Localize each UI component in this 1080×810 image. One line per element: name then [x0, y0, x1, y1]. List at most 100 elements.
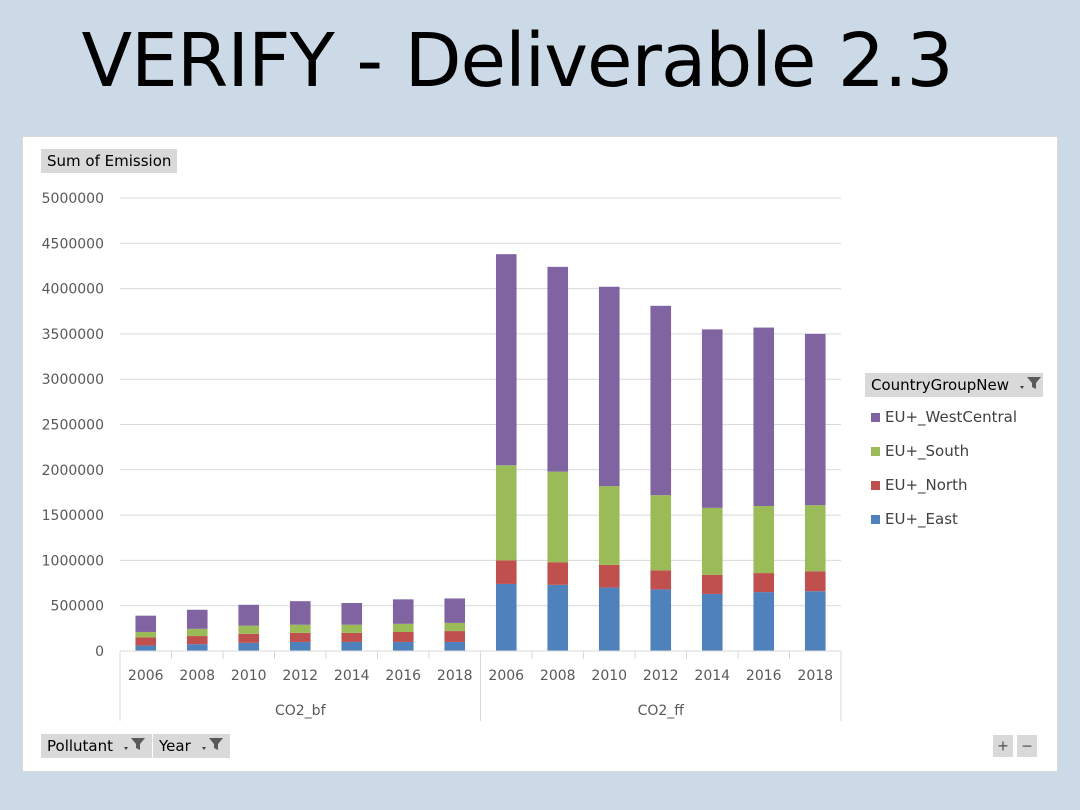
expand-field-button[interactable]: +: [993, 735, 1013, 757]
x-tick-label: 2008: [540, 668, 576, 684]
bar-eu-westcentral: [547, 266, 569, 472]
year-field-label: Year: [159, 737, 191, 755]
bar-eu-south: [289, 624, 311, 633]
bar-eu-westcentral: [392, 599, 414, 624]
bar-eu-north: [289, 632, 311, 642]
chart-plot: 5000000450000040000003500000300000025000…: [42, 191, 842, 721]
bar-eu-south: [135, 631, 157, 638]
bar-eu-westcentral: [495, 254, 517, 466]
bar-eu-westcentral: [650, 305, 672, 496]
bar-eu-north: [186, 636, 208, 645]
bar-eu-east: [289, 641, 311, 651]
x-tick-label: 2014: [334, 668, 370, 684]
y-tick-label: 1500000: [42, 508, 104, 524]
x-tick-label: 2012: [643, 668, 679, 684]
legend-swatch: [871, 481, 880, 490]
y-tick-label: 2000000: [42, 463, 104, 479]
bar-eu-westcentral: [186, 609, 208, 629]
x-tick-label: 2006: [128, 668, 164, 684]
bar-eu-south: [341, 624, 363, 633]
legend-item: EU+_South: [871, 441, 969, 461]
bar-eu-north: [753, 573, 775, 593]
collapse-field-button[interactable]: −: [1017, 735, 1037, 757]
bar-eu-south: [753, 506, 775, 574]
bar-eu-westcentral: [135, 615, 157, 632]
bar-eu-east: [392, 641, 414, 651]
bar-eu-north: [135, 637, 157, 646]
group-label: CO2_bf: [275, 703, 327, 719]
bar-eu-westcentral: [444, 598, 466, 623]
legend-item: EU+_East: [871, 509, 958, 529]
bar-eu-westcentral: [341, 602, 363, 625]
bar-eu-east: [753, 592, 775, 651]
bar-eu-north: [392, 631, 414, 642]
bar-eu-east: [238, 642, 260, 651]
bar-eu-north: [650, 570, 672, 590]
pollutant-field-button[interactable]: Pollutant: [41, 734, 152, 758]
bar-eu-south: [238, 625, 260, 634]
x-tick-label: 2018: [797, 668, 833, 684]
filter-icon[interactable]: [1018, 374, 1042, 398]
bar-eu-north: [547, 562, 569, 585]
bar-eu-westcentral: [289, 601, 311, 625]
x-tick-label: 2012: [282, 668, 318, 684]
pivot-chart-panel[interactable]: Sum of Emission 5000000 4500000 4000000 350…: [22, 136, 1058, 772]
y-tick-label: 500000: [51, 599, 104, 615]
legend-swatch: [871, 515, 880, 524]
legend-label: EU+_WestCentral: [885, 408, 1018, 426]
bar-eu-south: [186, 628, 208, 637]
bar-eu-east: [701, 593, 723, 651]
bar-eu-westcentral: [598, 286, 620, 487]
bar-eu-east: [547, 584, 569, 651]
year-field-button[interactable]: Year: [153, 734, 230, 758]
x-tick-label: 2006: [488, 668, 524, 684]
bar-eu-westcentral: [238, 604, 260, 626]
x-tick-label: 2008: [179, 668, 215, 684]
value-field-button[interactable]: Sum of Emission: [41, 149, 178, 173]
x-tick-label: 2014: [694, 668, 730, 684]
bar-eu-north: [238, 633, 260, 643]
legend-item: EU+_WestCentral: [871, 407, 1017, 427]
y-tick-label: 4500000: [42, 236, 104, 252]
bar-eu-south: [444, 622, 466, 632]
bar-eu-south: [804, 505, 826, 572]
y-tick-label: 3500000: [42, 327, 104, 343]
legend-field-label: CountryGroupNew: [871, 376, 1009, 394]
legend-label: EU+_North: [885, 476, 968, 494]
bar-eu-east: [650, 589, 672, 651]
bar-eu-north: [444, 631, 466, 642]
bar-eu-south: [547, 471, 569, 563]
filter-icon[interactable]: [200, 735, 224, 759]
bar-eu-east: [135, 645, 157, 651]
x-tick-label: 2010: [591, 668, 627, 684]
bar-eu-east: [186, 644, 208, 651]
bar-eu-westcentral: [701, 329, 723, 508]
legend-label: EU+_South: [885, 442, 970, 460]
bar-eu-north: [341, 632, 363, 642]
bar-eu-east: [341, 641, 363, 651]
y-tick-label: 3000000: [42, 372, 104, 388]
filter-icon[interactable]: [122, 735, 146, 759]
x-tick-label: 2018: [437, 668, 473, 684]
legend-field-button[interactable]: CountryGroupNew: [865, 373, 1043, 397]
bar-eu-north: [495, 560, 517, 584]
bar-eu-south: [495, 465, 517, 561]
bar-eu-north: [598, 564, 620, 588]
bar-eu-south: [701, 507, 723, 575]
bar-eu-south: [392, 623, 414, 632]
y-tick-label: 2500000: [42, 418, 104, 434]
group-label: CO2_ff: [638, 703, 685, 719]
legend-swatch: [871, 447, 880, 456]
y-tick-label: 5000000: [42, 191, 104, 207]
bar-eu-east: [598, 587, 620, 651]
y-tick-label: 1000000: [42, 553, 104, 569]
y-tick-label: 0: [95, 644, 104, 660]
bar-eu-south: [598, 486, 620, 565]
bar-eu-north: [701, 574, 723, 594]
x-tick-label: 2010: [231, 668, 267, 684]
x-tick-label: 2016: [746, 668, 782, 684]
legend-item: EU+_North: [871, 475, 967, 495]
legend-label: EU+_East: [885, 510, 958, 528]
slide-title: VERIFY - Deliverable 2.3: [81, 18, 953, 104]
bar-eu-north: [804, 571, 826, 592]
